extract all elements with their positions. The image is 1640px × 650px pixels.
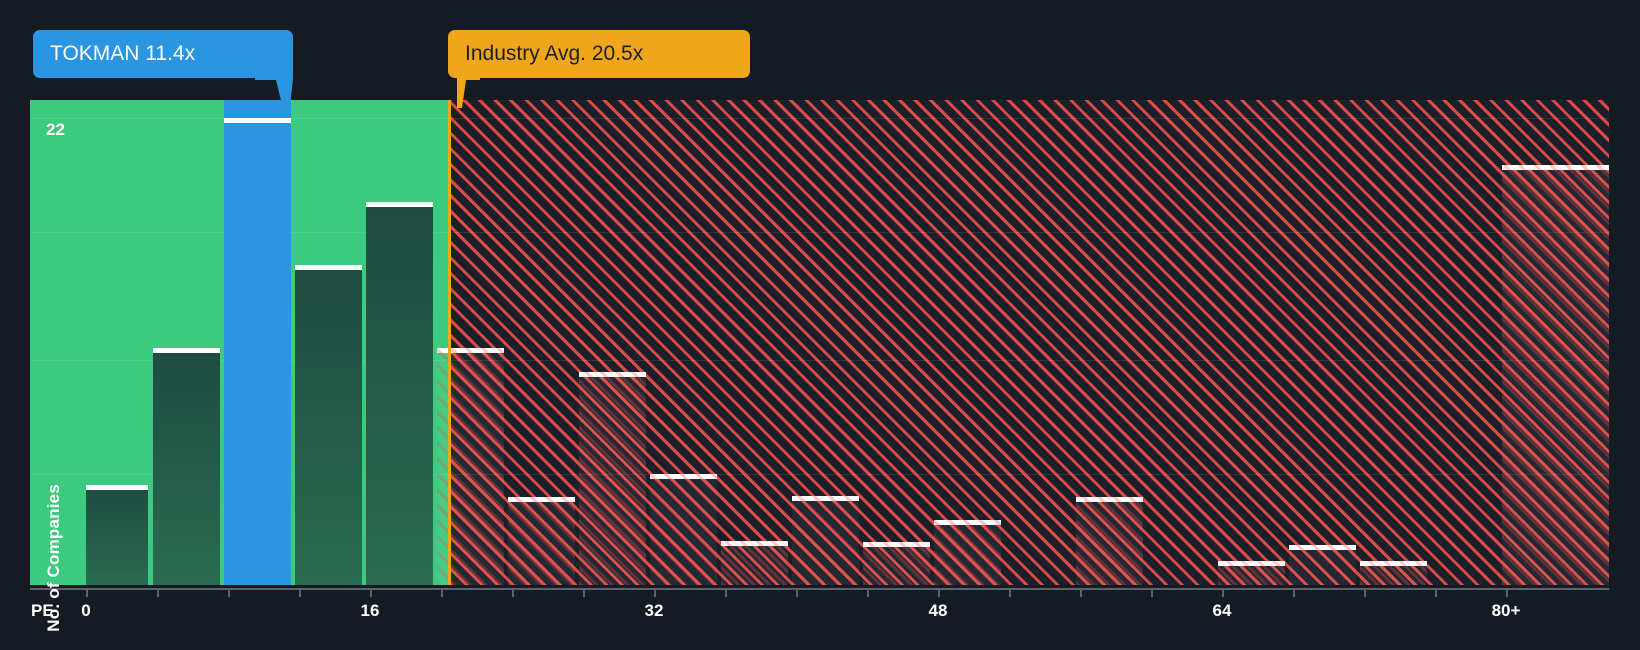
bar-fill — [153, 348, 220, 585]
bar-fill — [650, 474, 717, 585]
y-axis-max-label: 22 — [46, 120, 65, 139]
x-tick-72 — [1364, 588, 1366, 597]
gridline-22 — [30, 118, 1609, 119]
x-axis-line — [30, 588, 1609, 590]
bar-cap — [863, 542, 930, 547]
bar-fill — [934, 520, 1001, 585]
x-tick-32 — [654, 588, 656, 597]
bar-fill — [863, 542, 930, 585]
bar-pe-40-44[interactable] — [792, 496, 859, 585]
bar-pe-80-plus[interactable] — [1502, 165, 1609, 585]
x-axis-prefix-label: PE — [31, 601, 54, 620]
x-tick-label-80: 80+ — [1491, 601, 1521, 620]
bar-cap — [1289, 545, 1356, 550]
x-tick-label-48: 48 — [928, 601, 948, 620]
industry-tooltip-tail — [457, 70, 480, 108]
x-tick-4 — [157, 588, 159, 597]
bar-fill — [366, 202, 433, 585]
bar-fill — [1360, 561, 1427, 585]
region-above-industry-average — [449, 100, 1609, 585]
x-tick-80 — [1506, 588, 1508, 597]
x-tick-label-64: 64 — [1212, 601, 1232, 620]
bar-pe-12-16[interactable] — [295, 265, 362, 585]
y-axis-title: No. of Companies — [44, 484, 63, 632]
x-tick-52 — [1009, 588, 1011, 597]
x-tick-60 — [1151, 588, 1153, 597]
bar-fill — [295, 265, 362, 585]
x-tick-56 — [1080, 588, 1082, 597]
bar-fill — [86, 485, 148, 585]
x-tick-40 — [796, 588, 798, 597]
bar-cap — [295, 265, 362, 270]
gridline-16 — [30, 232, 1609, 233]
bar-fill — [1289, 545, 1356, 585]
x-tick-0 — [86, 588, 88, 597]
bar-cap — [934, 520, 1001, 525]
bar-cap — [1502, 165, 1609, 170]
bar-cap — [579, 372, 646, 377]
bar-pe-16-20[interactable] — [366, 202, 433, 585]
bar-cap — [1360, 561, 1427, 566]
plot-area — [30, 100, 1609, 585]
company-pe-tooltip[interactable]: TOKMAN 11.4x — [33, 30, 293, 78]
bar-cap — [721, 541, 788, 546]
industry-average-tooltip[interactable]: Industry Avg. 20.5x — [448, 30, 750, 78]
bar-pe-32-36[interactable] — [650, 474, 717, 585]
x-tick-label-0: 0 — [81, 601, 91, 620]
x-tick-36 — [725, 588, 727, 597]
gridline-11 — [30, 360, 1609, 361]
bar-fill — [721, 541, 788, 585]
x-tick-48 — [938, 588, 940, 597]
bar-cap — [650, 474, 717, 479]
bar-pe-64-68[interactable] — [1218, 561, 1285, 585]
bar-fill — [1218, 561, 1285, 585]
gridline-5 — [30, 474, 1609, 475]
x-tick-76 — [1435, 588, 1437, 597]
bar-fill — [792, 496, 859, 585]
bar-pe-72-76[interactable] — [1289, 545, 1356, 585]
bar-pe-8-12-highlighted[interactable] — [224, 118, 291, 585]
bar-fill — [224, 118, 291, 585]
bar-pe-0-4[interactable] — [86, 485, 148, 585]
bar-pe-56-60[interactable] — [1076, 497, 1143, 585]
x-tick-8 — [228, 588, 230, 597]
bar-cap — [1076, 497, 1143, 502]
bar-fill — [1076, 497, 1143, 585]
bar-cap — [224, 118, 291, 123]
bar-pe-76-80[interactable] — [1360, 561, 1427, 585]
bar-cap — [508, 497, 575, 502]
bar-fill — [579, 372, 646, 585]
x-tick-28 — [583, 588, 585, 597]
bar-fill — [508, 497, 575, 585]
bar-fill — [1502, 165, 1609, 585]
company-tooltip-tail — [255, 70, 293, 117]
x-tick-12 — [299, 588, 301, 597]
bar-pe-48-52[interactable] — [934, 520, 1001, 585]
bar-cap — [792, 496, 859, 501]
industry-average-line — [448, 100, 451, 585]
bar-pe-24-28[interactable] — [508, 497, 575, 585]
x-tick-24 — [512, 588, 514, 597]
x-tick-label-16: 16 — [360, 601, 380, 620]
bar-cap — [366, 202, 433, 207]
bar-cap — [153, 348, 220, 353]
bar-cap — [86, 485, 148, 490]
bar-pe-28-32[interactable] — [579, 372, 646, 585]
x-tick-44 — [867, 588, 869, 597]
bar-cap — [1218, 561, 1285, 566]
x-tick-16 — [370, 588, 372, 597]
x-tick-64 — [1222, 588, 1224, 597]
x-tick-20 — [441, 588, 443, 597]
x-tick-label-32: 32 — [644, 601, 664, 620]
bar-pe-44-48[interactable] — [863, 542, 930, 585]
bar-pe-4-8[interactable] — [153, 348, 220, 585]
x-tick-68 — [1293, 588, 1295, 597]
bar-pe-36-40[interactable] — [721, 541, 788, 585]
